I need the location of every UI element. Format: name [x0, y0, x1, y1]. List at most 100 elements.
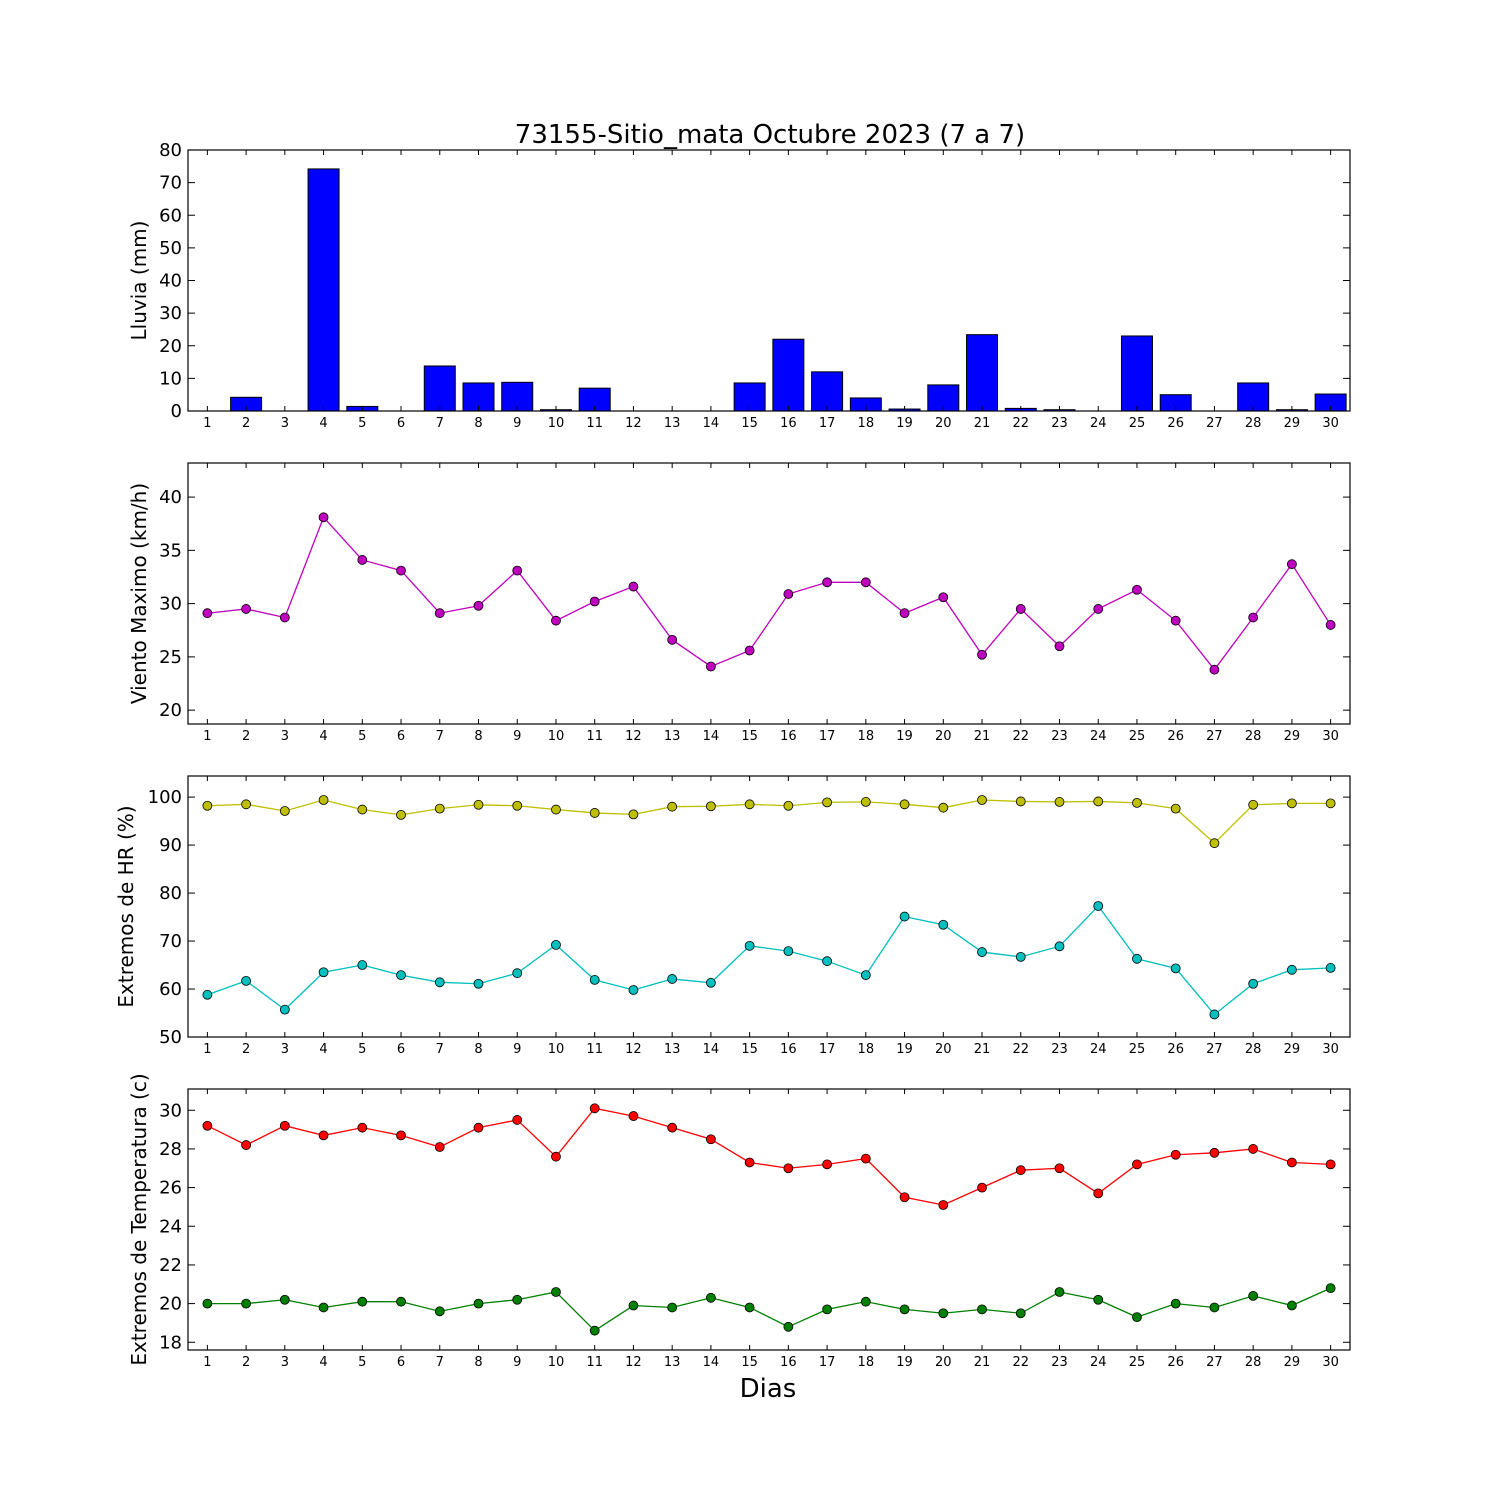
x-tick-label: 3 — [281, 729, 289, 744]
y-tick-label: 40 — [159, 271, 182, 292]
x-tick-label: 20 — [935, 416, 952, 431]
temperature-series-1-point-day-24 — [1093, 1188, 1104, 1199]
x-tick-label: 15 — [741, 1355, 758, 1370]
temperature-series-2-point-day-20 — [938, 1308, 949, 1319]
x-tick-label: 1 — [203, 729, 211, 744]
temperature-plot-frame — [187, 1088, 1351, 1351]
wind-series-1-point-day-27 — [1209, 664, 1220, 675]
humidity-series-1-point-day-3 — [279, 806, 290, 816]
x-tick-label: 4 — [319, 1042, 327, 1057]
humidity-series-1-point-day-27 — [1209, 838, 1220, 849]
x-axis-label: Dias — [740, 1374, 797, 1404]
humidity-series-2-point-day-6 — [396, 970, 406, 981]
x-tick-label: 30 — [1322, 729, 1339, 744]
humidity-series-2-point-day-17 — [822, 956, 832, 967]
humidity-series-1-point-day-14 — [706, 801, 716, 812]
humidity-series-1-point-day-5 — [357, 804, 368, 815]
y-tick-label: 90 — [159, 835, 182, 856]
wind-series-1-point-day-1 — [202, 608, 213, 619]
x-tick-label: 14 — [703, 729, 720, 744]
humidity-series-2-point-day-16 — [783, 946, 794, 957]
humidity-series-1-point-day-29 — [1287, 798, 1297, 809]
x-tick-label: 4 — [319, 1355, 327, 1370]
humidity-series-2-point-day-23 — [1054, 941, 1065, 952]
temperature-series-1-point-day-8 — [473, 1122, 484, 1133]
wind-series-1-point-day-28 — [1248, 612, 1259, 623]
x-tick-label: 10 — [548, 1355, 565, 1370]
temperature-series-2-point-day-2 — [241, 1298, 252, 1309]
x-tick-label: 7 — [436, 1042, 444, 1057]
wind-series-1-point-day-26 — [1170, 615, 1181, 626]
y-tick-label: 10 — [159, 368, 182, 389]
rain-bar-day-17 — [811, 371, 844, 412]
humidity-series-1-point-day-19 — [899, 799, 910, 810]
x-tick-label: 24 — [1090, 1355, 1107, 1370]
temperature-series-2-point-day-26 — [1170, 1298, 1181, 1309]
humidity-series-2-point-day-13 — [667, 974, 678, 984]
wind-series-1-point-day-11 — [589, 596, 600, 607]
x-tick-label: 3 — [281, 416, 289, 431]
wind-series-1-point-day-22 — [1015, 604, 1026, 614]
wind-series-1-point-day-2 — [241, 604, 252, 614]
x-tick-label: 27 — [1206, 416, 1223, 431]
x-tick-label: 8 — [474, 1355, 482, 1370]
humidity-plot-frame — [187, 775, 1351, 1038]
x-tick-label: 13 — [664, 1042, 681, 1057]
x-tick-label: 7 — [436, 1355, 444, 1370]
x-tick-label: 25 — [1129, 729, 1146, 744]
humidity-series-2-point-day-18 — [860, 970, 871, 981]
temperature-series-1-point-day-12 — [628, 1111, 639, 1121]
humidity-series-2-point-day-14 — [706, 977, 716, 988]
temperature-series-2-point-day-9 — [512, 1294, 523, 1305]
humidity-series-2-point-day-10 — [551, 939, 561, 950]
y-tick-label: 70 — [159, 173, 182, 194]
y-tick-label: 0 — [171, 401, 182, 422]
temperature-series-1-point-day-6 — [396, 1130, 406, 1141]
wind-series-1-line — [207, 516, 1332, 671]
x-tick-label: 13 — [664, 416, 681, 431]
x-tick-label: 6 — [397, 729, 405, 744]
temperature-series-2-point-day-19 — [899, 1304, 910, 1315]
y-tick-label: 60 — [159, 979, 182, 1000]
x-tick-label: 12 — [625, 416, 642, 431]
y-tick-label: 80 — [159, 140, 182, 161]
wind-series-1-point-day-3 — [279, 612, 290, 623]
x-tick-label: 23 — [1051, 1042, 1068, 1057]
x-tick-label: 1 — [203, 1355, 211, 1370]
humidity-series-2-point-day-3 — [279, 1004, 290, 1015]
x-tick-label: 15 — [741, 416, 758, 431]
x-tick-label: 26 — [1167, 1042, 1184, 1057]
humidity-series-2-point-day-4 — [318, 967, 329, 978]
wind-series-1-point-day-25 — [1132, 584, 1142, 595]
humidity-series-2-point-day-26 — [1170, 963, 1181, 974]
x-tick-label: 9 — [513, 416, 521, 431]
x-tick-label: 5 — [358, 416, 366, 431]
wind-series-1-point-day-16 — [783, 589, 794, 599]
x-tick-label: 6 — [397, 416, 405, 431]
humidity-series-1-point-day-26 — [1170, 803, 1181, 814]
wind-series-1-point-day-30 — [1325, 620, 1336, 630]
humidity-series-2-point-day-20 — [938, 919, 949, 930]
temperature-series-1-point-day-18 — [860, 1153, 871, 1164]
x-tick-label: 13 — [664, 729, 681, 744]
x-tick-label: 20 — [935, 1042, 952, 1057]
temperature-series-1-point-day-30 — [1325, 1159, 1336, 1170]
humidity-series-1-point-day-15 — [744, 799, 755, 810]
x-tick-label: 14 — [703, 1042, 720, 1057]
y-tick-label: 20 — [159, 700, 182, 721]
humidity-series-2-point-day-21 — [977, 947, 987, 957]
humidity-series-1-point-day-12 — [628, 809, 639, 820]
temperature-series-1-point-day-15 — [744, 1157, 755, 1168]
temperature-series-2-point-day-27 — [1209, 1302, 1220, 1313]
x-tick-label: 1 — [203, 416, 211, 431]
humidity-series-2-point-day-7 — [434, 977, 445, 988]
x-tick-label: 24 — [1090, 729, 1107, 744]
temperature-series-2-point-day-28 — [1248, 1290, 1259, 1301]
x-tick-label: 5 — [358, 729, 366, 744]
x-tick-label: 28 — [1245, 1042, 1262, 1057]
humidity-series-2-point-day-15 — [744, 940, 755, 951]
x-tick-label: 19 — [896, 416, 913, 431]
humidity-series-1-point-day-16 — [783, 800, 794, 811]
humidity-series-2-point-day-19 — [899, 911, 910, 922]
